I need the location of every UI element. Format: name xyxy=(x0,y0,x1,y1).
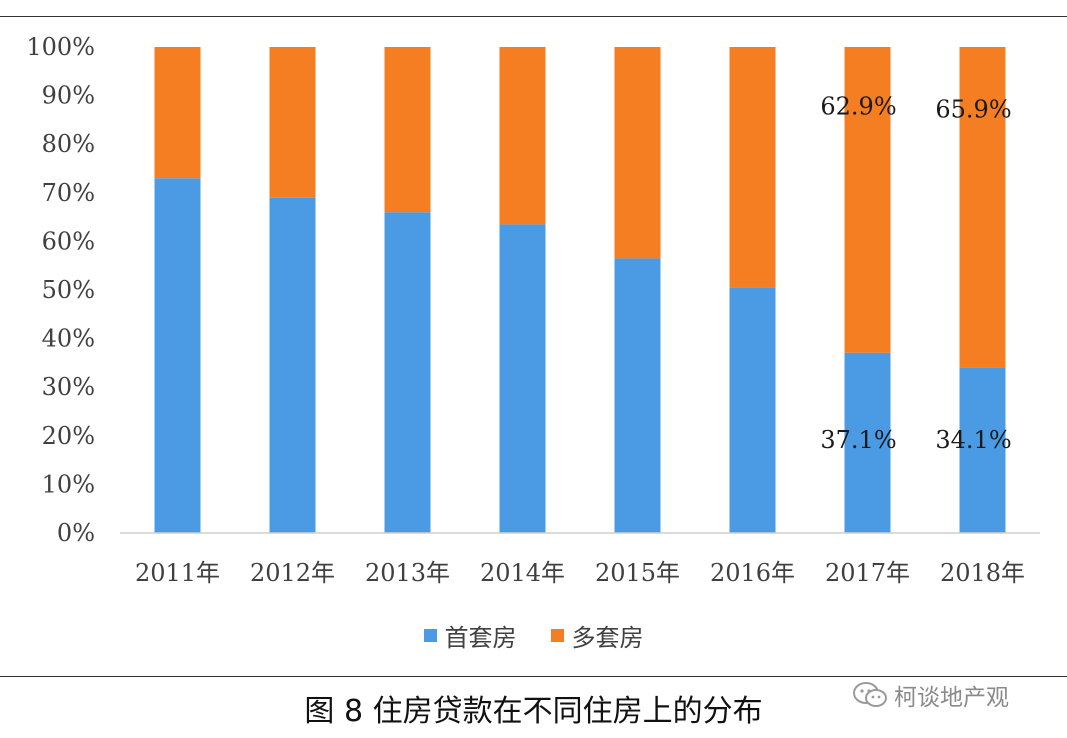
bar-multi-home-5 xyxy=(729,47,776,288)
legend-label-first-home: 首套房 xyxy=(444,624,517,652)
x-tick-label: 2014年 xyxy=(480,559,565,587)
x-tick-label: 2011年 xyxy=(135,559,220,587)
y-axis-ticks: 0% 10% 20% 30% 40% 50% 60% 70% 80% 90% 100% xyxy=(26,33,95,547)
y-tick-label: 80% xyxy=(42,130,95,158)
wechat-icon xyxy=(853,682,887,707)
y-tick-label: 40% xyxy=(42,325,95,353)
x-tick-label: 2018年 xyxy=(940,559,1025,587)
bar-multi-home-6 xyxy=(844,47,891,353)
bar-first-home-2 xyxy=(384,212,431,533)
bar-first-home-6 xyxy=(844,352,891,533)
top-rule xyxy=(0,16,1067,17)
x-tick-label: 2015年 xyxy=(595,559,680,587)
bar-multi-home-1 xyxy=(269,47,316,198)
legend-item-multi-home: 多套房 xyxy=(550,618,644,653)
y-tick-label: 70% xyxy=(42,179,95,207)
bar-first-home-1 xyxy=(269,197,316,533)
y-tick-label: 100% xyxy=(26,33,95,61)
legend-item-first-home: 首套房 xyxy=(423,618,517,653)
y-tick-label: 90% xyxy=(42,82,95,110)
bar-multi-home-0 xyxy=(154,47,201,179)
legend-label-multi-home: 多套房 xyxy=(571,624,644,652)
bar-first-home-4 xyxy=(614,258,661,533)
x-tick-label: 2012年 xyxy=(250,559,335,587)
x-tick-label: 2017年 xyxy=(825,559,910,587)
data-label-first-home: 37.1% xyxy=(820,426,896,454)
bars-group xyxy=(154,47,1006,533)
bar-first-home-7 xyxy=(959,367,1006,533)
legend-swatch-first-home xyxy=(423,629,437,642)
watermark: 柯谈地产观 xyxy=(852,678,1009,712)
bar-multi-home-2 xyxy=(384,47,431,213)
x-tick-label: 2013年 xyxy=(365,559,450,587)
legend-swatch-multi-home xyxy=(550,629,564,642)
data-label-multi-home: 62.9% xyxy=(820,92,896,120)
data-label-first-home: 34.1% xyxy=(935,426,1011,454)
bar-multi-home-4 xyxy=(614,47,661,259)
y-tick-label: 0% xyxy=(57,519,95,547)
x-axis-ticks: 2011年 2012年 2013年 2014年 2015年 2016年 2017年 2018年 xyxy=(135,559,1025,587)
stacked-bar-chart: 0%10%20%30%40%50%60%70%80%90%100% 2011年 2… xyxy=(26,33,1040,587)
x-tick-label: 2016年 xyxy=(710,559,795,587)
bar-first-home-0 xyxy=(154,178,201,533)
y-tick-label: 30% xyxy=(42,373,95,401)
bar-multi-home-3 xyxy=(499,47,546,225)
y-tick-label: 20% xyxy=(42,422,95,450)
bar-first-home-3 xyxy=(499,224,546,533)
watermark-text: 柯谈地产观 xyxy=(894,685,1009,711)
figure-caption: 图 8 住房贷款在不同住房上的分布 xyxy=(304,694,763,729)
bar-multi-home-7 xyxy=(959,47,1006,368)
data-label-multi-home: 65.9% xyxy=(935,96,1011,124)
bottom-rule xyxy=(0,676,1067,677)
y-tick-label: 10% xyxy=(42,470,95,498)
y-tick-label: 50% xyxy=(42,276,95,304)
legend: 首套房 多套房 xyxy=(0,618,1067,653)
data-labels: 37.1% 62.9% 34.1% 65.9% xyxy=(820,92,1011,454)
bar-first-home-5 xyxy=(729,287,776,533)
y-tick-label: 60% xyxy=(42,227,95,255)
